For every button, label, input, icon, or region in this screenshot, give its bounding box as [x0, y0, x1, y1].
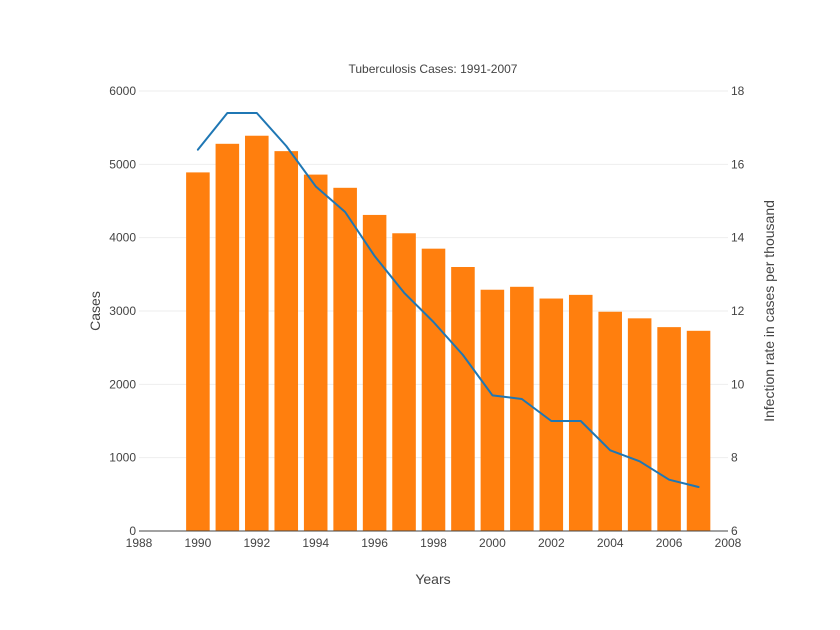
bar: [539, 298, 564, 531]
y-tick-label: 0: [129, 524, 136, 538]
chart-title: Tuberculosis Cases: 1991-2007: [349, 62, 518, 76]
bar: [245, 135, 269, 531]
y2-tick-label: 6: [731, 524, 738, 538]
bar: [451, 267, 475, 531]
bar: [392, 233, 416, 531]
y2-tick-labels: 6 8 10 12 14 16 18: [731, 84, 745, 538]
bar: [186, 172, 210, 531]
y-tick-label: 2000: [109, 377, 136, 391]
x-tick-label: 2000: [479, 536, 506, 550]
x-tick-label: 1990: [185, 536, 212, 550]
y2-tick-label: 8: [731, 451, 738, 465]
x-tick-label: 2006: [656, 536, 683, 550]
bar-series: [186, 135, 711, 532]
infection-rate-line: [196, 112, 700, 488]
x-tick-label: 1988: [126, 536, 153, 550]
bar: [303, 174, 328, 531]
y-tick-label: 5000: [109, 157, 136, 171]
y2-tick-label: 10: [731, 377, 745, 391]
bar: [686, 330, 711, 531]
x-tick-label: 2002: [538, 536, 565, 550]
line-series: [196, 112, 700, 488]
x-tick-label: 2004: [597, 536, 624, 550]
y-tick-label: 4000: [109, 231, 136, 245]
x-tick-label: 1996: [361, 536, 388, 550]
x-tick-label: 1992: [243, 536, 270, 550]
y2-tick-label: 12: [731, 304, 745, 318]
bar: [568, 294, 593, 531]
bar: [362, 214, 387, 531]
bar: [333, 187, 357, 532]
bar: [598, 311, 622, 531]
bar: [627, 318, 652, 531]
bar: [657, 327, 681, 531]
y-tick-label: 6000: [109, 84, 136, 98]
y-tick-label: 3000: [109, 304, 136, 318]
y-axis-title: Cases: [87, 291, 103, 331]
bar: [421, 248, 446, 531]
bar: [510, 286, 534, 531]
y2-tick-label: 14: [731, 231, 745, 245]
x-tick-label: 1994: [302, 536, 329, 550]
y2-tick-label: 18: [731, 84, 745, 98]
x-tick-label: 1998: [420, 536, 447, 550]
x-axis-title: Years: [415, 571, 450, 587]
y2-tick-label: 16: [731, 157, 745, 171]
y-tick-label: 1000: [109, 451, 136, 465]
bar: [274, 151, 299, 531]
x-tick-label: 2008: [715, 536, 742, 550]
bar: [480, 289, 505, 531]
bar: [215, 143, 240, 532]
y2-axis-title: Infection rate in cases per thousand: [761, 200, 777, 422]
x-tick-labels: 1988 1990 1992 1994 1996 1998 2000 2002 2004 2006…: [126, 536, 742, 550]
y-tick-labels: 0 1000 2000 3000 4000 5000 6000: [109, 84, 136, 538]
